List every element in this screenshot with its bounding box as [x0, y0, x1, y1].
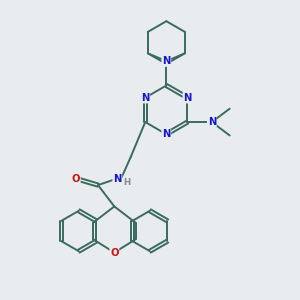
- Text: H: H: [123, 178, 130, 187]
- Text: N: N: [162, 129, 170, 139]
- Text: O: O: [71, 173, 80, 184]
- Text: N: N: [208, 117, 216, 127]
- Text: O: O: [110, 248, 118, 257]
- Text: N: N: [162, 56, 170, 66]
- Text: N: N: [183, 93, 192, 103]
- Text: N: N: [141, 93, 149, 103]
- Text: N: N: [113, 173, 122, 184]
